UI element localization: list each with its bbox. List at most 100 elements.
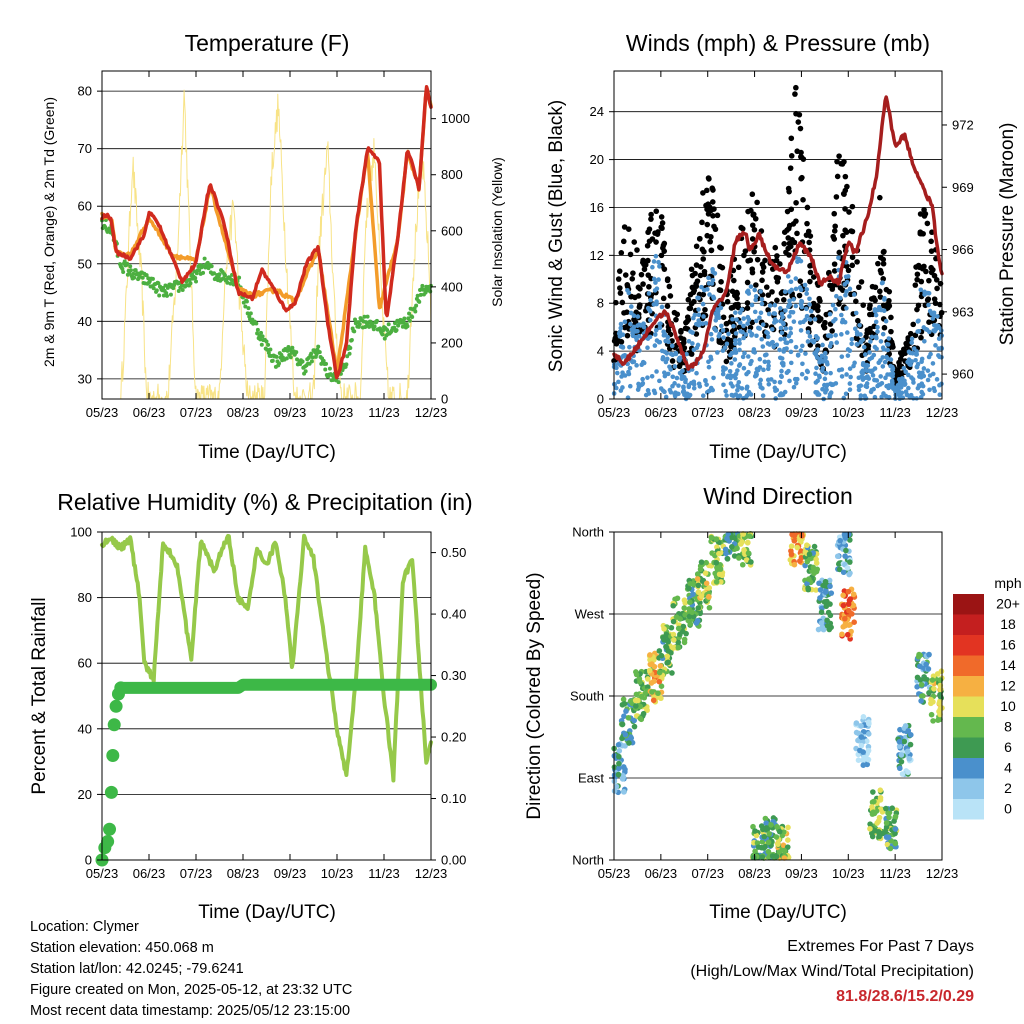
gust-point: [907, 330, 914, 337]
wind-point: [746, 369, 751, 375]
wind-point: [926, 302, 931, 308]
gust-point: [875, 260, 881, 267]
dewpoint-point: [193, 276, 198, 281]
direction-point: [853, 720, 860, 726]
temp-2m-line: [100, 85, 433, 380]
wind-point: [737, 320, 743, 325]
dewpoint-point: [187, 277, 192, 282]
wind-point: [849, 341, 854, 347]
direction-point: [850, 591, 857, 598]
wind-point: [844, 306, 849, 311]
wind-point: [823, 355, 828, 360]
gust-point: [747, 324, 754, 331]
wind-point: [935, 314, 940, 319]
wind-point: [858, 332, 863, 337]
wind-point: [744, 289, 750, 295]
wind-point: [744, 384, 750, 390]
wind-point: [925, 290, 931, 296]
gust-point: [658, 214, 665, 220]
direction-point: [785, 824, 791, 831]
gust-point: [714, 212, 721, 219]
wind-point: [695, 342, 701, 348]
wind-point: [880, 355, 886, 360]
wind-point: [724, 341, 730, 347]
dewpoint-point: [258, 337, 263, 342]
wind-point: [641, 321, 646, 326]
gust-point: [831, 236, 838, 242]
dewpoint-point: [420, 283, 425, 288]
wind-point: [799, 304, 805, 310]
wind-point: [827, 333, 832, 338]
wind-point: [870, 373, 876, 378]
solar-insolation-line: [120, 89, 432, 400]
gust-point: [867, 302, 873, 309]
dewpoint-point: [344, 362, 349, 367]
direction-point: [677, 616, 683, 622]
dewpoint-point: [212, 271, 217, 276]
gust-point: [704, 187, 710, 194]
y-tick-label: 80: [78, 84, 92, 99]
dewpoint-point: [323, 367, 328, 372]
gust-point: [744, 300, 751, 306]
wind-point: [845, 353, 851, 358]
dewpoint-point: [264, 339, 269, 344]
direction-point: [938, 668, 945, 675]
gust-point: [621, 224, 628, 230]
wind-point: [669, 343, 675, 349]
y2-tick-label: 972: [952, 117, 974, 132]
gust-point: [683, 319, 689, 326]
direction-point: [794, 544, 801, 551]
wind-point: [732, 357, 738, 362]
dewpoint-point: [268, 347, 273, 352]
gust-point: [840, 190, 847, 197]
gust-point: [831, 228, 838, 234]
dewpoint-point: [402, 316, 407, 321]
gust-point: [688, 351, 695, 357]
wind-point: [701, 314, 706, 319]
y2-tick-label: 0.10: [441, 791, 466, 806]
dewpoint-point: [266, 342, 271, 347]
wind-point: [823, 370, 829, 376]
gust-point: [717, 287, 724, 294]
gust-point: [868, 296, 875, 302]
direction-point: [739, 561, 746, 568]
dewpoint-point: [288, 355, 293, 360]
wind-point: [737, 341, 742, 346]
direction-point: [906, 755, 913, 762]
direction-point: [615, 771, 622, 778]
gust-point: [719, 264, 726, 271]
wind-point: [630, 330, 635, 336]
direction-point: [926, 651, 932, 658]
gust-point: [693, 281, 699, 287]
gust-point: [793, 218, 799, 224]
wind-point: [824, 387, 829, 393]
wind-point: [700, 393, 706, 399]
direction-point: [681, 639, 688, 646]
x-tick-label: 07/23: [180, 866, 213, 881]
dewpoint-point: [309, 359, 314, 364]
extremes-heading: Extremes For Past 7 Days: [787, 938, 974, 955]
gust-point: [831, 261, 838, 267]
wind-point: [654, 369, 659, 374]
direction-point: [674, 595, 681, 602]
wind-point: [782, 389, 788, 395]
gust-point: [796, 292, 803, 299]
wind-point: [741, 335, 746, 341]
gust-point: [701, 268, 708, 275]
wind-point: [852, 326, 858, 332]
wind-point: [927, 373, 933, 378]
wind-point: [618, 321, 624, 327]
wind-point: [652, 343, 658, 348]
direction-point: [858, 734, 865, 740]
wind-point: [905, 392, 910, 398]
x-tick-label: 11/23: [879, 866, 911, 881]
wind-point: [882, 295, 887, 301]
wind-point: [886, 336, 892, 341]
wind-point: [741, 365, 747, 371]
wind-point: [827, 394, 832, 400]
dewpoint-point: [317, 350, 322, 355]
wind-point: [667, 387, 673, 393]
y-tick-label: West: [575, 607, 605, 622]
direction-point: [664, 660, 670, 666]
gust-point: [883, 286, 890, 293]
